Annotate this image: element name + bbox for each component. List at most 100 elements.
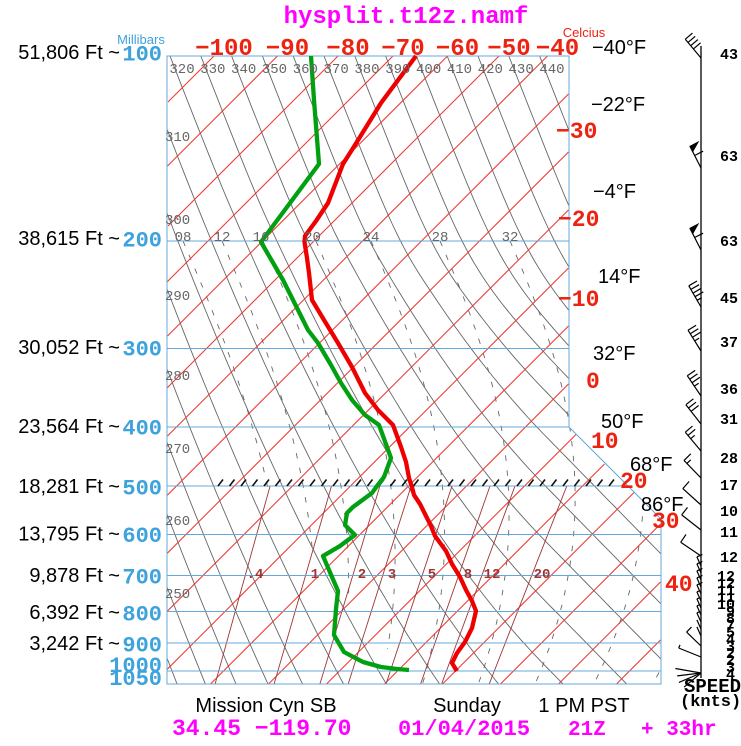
svg-text:18,281 Ft ~: 18,281 Ft ~ — [18, 476, 120, 498]
svg-text:Celcius: Celcius — [563, 25, 606, 40]
svg-text:1050: 1050 — [109, 667, 162, 692]
svg-text:1 PM PST: 1 PM PST — [538, 695, 629, 717]
svg-text:4: 4 — [726, 667, 735, 684]
svg-text:2: 2 — [726, 653, 735, 670]
svg-text:290: 290 — [165, 289, 190, 305]
svg-text:Mission Cyn SB: Mission Cyn SB — [195, 695, 336, 717]
svg-text:20: 20 — [304, 230, 321, 246]
svg-text:2: 2 — [358, 567, 366, 583]
svg-text:−100: −100 — [195, 36, 253, 63]
svg-text:40: 40 — [665, 572, 693, 598]
svg-text:12: 12 — [717, 576, 735, 593]
svg-text:200: 200 — [122, 229, 162, 254]
svg-text:6,392 Ft ~: 6,392 Ft ~ — [29, 602, 120, 624]
svg-text:270: 270 — [165, 442, 190, 458]
svg-text:12: 12 — [720, 550, 738, 567]
svg-text:38,615 Ft ~: 38,615 Ft ~ — [18, 228, 120, 250]
svg-text:380: 380 — [354, 62, 379, 78]
svg-text:−4°F: −4°F — [593, 181, 636, 203]
svg-text:11: 11 — [717, 583, 735, 600]
svg-text:−20: −20 — [558, 207, 599, 233]
svg-text:100: 100 — [122, 43, 162, 68]
svg-text:31: 31 — [720, 412, 738, 429]
svg-text:−40°F: −40°F — [592, 37, 646, 59]
svg-text:440: 440 — [539, 62, 564, 78]
svg-text:300: 300 — [165, 213, 190, 229]
svg-text:7: 7 — [726, 618, 735, 635]
svg-text:800: 800 — [122, 603, 162, 628]
svg-text:430: 430 — [509, 62, 534, 78]
svg-text:9: 9 — [726, 604, 735, 621]
svg-text:9,878 Ft ~: 9,878 Ft ~ — [29, 565, 120, 587]
svg-text:16: 16 — [253, 230, 270, 246]
svg-text:SPEED: SPEED — [684, 676, 741, 698]
svg-text:−10: −10 — [558, 287, 599, 313]
svg-text:Millibars: Millibars — [117, 32, 165, 47]
svg-text:50°F: 50°F — [601, 411, 643, 433]
svg-text:370: 370 — [324, 62, 349, 78]
svg-text:−22°F: −22°F — [591, 94, 645, 116]
svg-text:21Z: 21Z — [568, 719, 606, 741]
svg-text:3: 3 — [726, 660, 735, 677]
svg-text:12: 12 — [214, 230, 231, 246]
svg-text:360: 360 — [293, 62, 318, 78]
svg-text:−30: −30 — [556, 119, 597, 145]
svg-text:900: 900 — [122, 634, 162, 659]
svg-text:86°F: 86°F — [641, 494, 683, 516]
svg-text:8: 8 — [726, 611, 735, 628]
svg-text:20: 20 — [620, 469, 648, 495]
svg-text:12: 12 — [717, 569, 735, 586]
svg-text:12: 12 — [484, 567, 501, 583]
svg-text:63: 63 — [720, 149, 738, 166]
svg-text:400: 400 — [122, 417, 162, 442]
svg-text:−50: −50 — [487, 36, 530, 63]
svg-text:500: 500 — [122, 477, 162, 502]
svg-text:20: 20 — [534, 567, 551, 583]
svg-text:390: 390 — [385, 62, 410, 78]
svg-text:−40: −40 — [536, 36, 579, 63]
svg-text:5: 5 — [428, 567, 436, 583]
svg-text:+ 33hr: + 33hr — [641, 719, 717, 741]
svg-text:51,806 Ft ~: 51,806 Ft ~ — [18, 42, 120, 64]
svg-text:2: 2 — [726, 646, 735, 663]
svg-text:310: 310 — [165, 130, 190, 146]
svg-text:32°F: 32°F — [593, 343, 635, 365]
svg-text:−70: −70 — [381, 36, 424, 63]
svg-text:14°F: 14°F — [598, 266, 640, 288]
svg-text:28: 28 — [432, 230, 449, 246]
svg-text:3,242 Ft ~: 3,242 Ft ~ — [29, 633, 120, 655]
svg-text:250: 250 — [165, 587, 190, 603]
svg-text:43: 43 — [720, 47, 738, 64]
svg-text:330: 330 — [200, 62, 225, 78]
svg-text:30: 30 — [652, 509, 680, 535]
svg-text:Sunday: Sunday — [433, 695, 501, 717]
svg-text:10: 10 — [720, 504, 738, 521]
svg-text:4: 4 — [726, 632, 735, 649]
svg-text:13,795 Ft ~: 13,795 Ft ~ — [18, 524, 120, 546]
svg-text:37: 37 — [720, 335, 738, 352]
svg-text:−60: −60 — [436, 36, 479, 63]
svg-text:10: 10 — [591, 429, 619, 455]
svg-text:−90: −90 — [266, 36, 309, 63]
svg-text:350: 350 — [262, 62, 287, 78]
svg-text:30,052 Ft ~: 30,052 Ft ~ — [18, 337, 120, 359]
svg-text:400: 400 — [416, 62, 441, 78]
svg-text:600: 600 — [122, 524, 162, 549]
svg-text:(knts): (knts) — [680, 693, 741, 712]
svg-text:0: 0 — [586, 369, 600, 395]
svg-text:320: 320 — [169, 62, 194, 78]
svg-text:17: 17 — [720, 478, 738, 495]
svg-text:10: 10 — [717, 597, 735, 614]
svg-text:08: 08 — [175, 230, 192, 246]
svg-text:260: 260 — [165, 514, 190, 530]
svg-text:3: 3 — [726, 639, 735, 656]
svg-text:340: 340 — [231, 62, 256, 78]
svg-text:45: 45 — [720, 291, 738, 308]
svg-text:410: 410 — [447, 62, 472, 78]
svg-text:300: 300 — [122, 338, 162, 363]
svg-text:280: 280 — [165, 369, 190, 385]
svg-text:11: 11 — [720, 525, 738, 542]
svg-text:.4: .4 — [247, 567, 264, 583]
svg-text:3: 3 — [388, 567, 396, 583]
svg-text:5: 5 — [726, 625, 735, 642]
